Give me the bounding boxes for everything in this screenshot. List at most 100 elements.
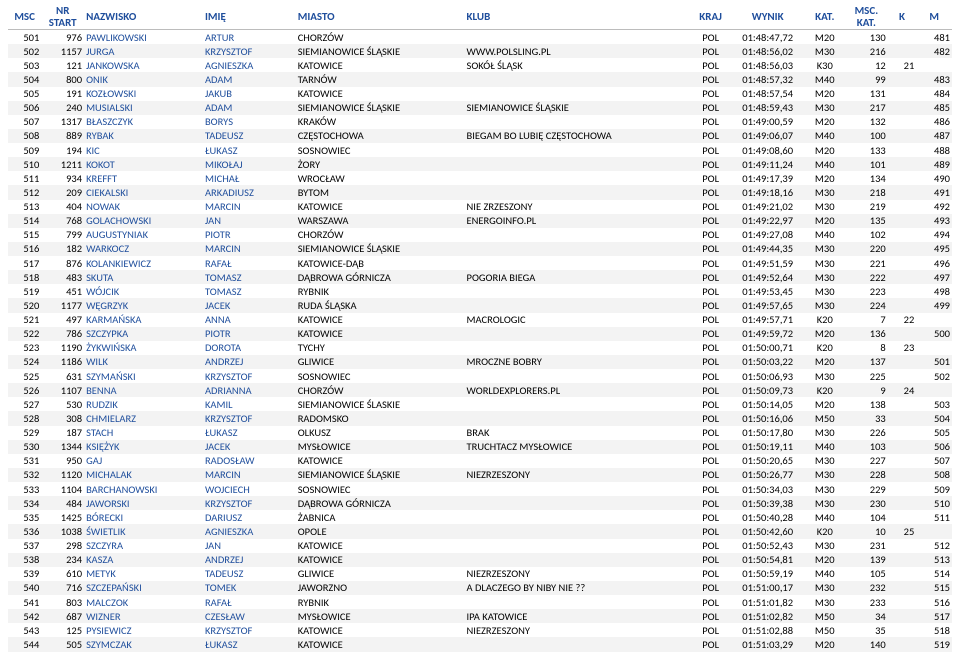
- cell: [888, 496, 917, 510]
- cell: KRZYSZTOF: [203, 623, 296, 637]
- cell: KASZA: [84, 553, 203, 567]
- cell: TADEUSZ: [203, 129, 296, 143]
- col-msc: MSC: [8, 4, 41, 30]
- cell: 503: [8, 58, 41, 72]
- cell: MACROLOGIC: [465, 313, 691, 327]
- col-klub: KLUB: [465, 4, 691, 30]
- cell: 224: [845, 298, 888, 312]
- cell: RAFAŁ: [203, 256, 296, 270]
- cell: 536: [8, 524, 41, 538]
- cell: 501: [916, 355, 952, 369]
- cell: TOMEK: [203, 581, 296, 595]
- cell: 521: [8, 313, 41, 327]
- cell: M30: [805, 44, 845, 58]
- cell: POL: [690, 524, 730, 538]
- col-nazwisko: NAZWISKO: [84, 4, 203, 30]
- cell: 541: [8, 595, 41, 609]
- cell: 800: [41, 72, 84, 86]
- cell: AGNIESZKA: [203, 58, 296, 72]
- cell: 509: [8, 143, 41, 157]
- table-row: 544505SZYMCZAKŁUKASZKATOWICEPOL01:51:03,…: [8, 637, 952, 651]
- cell: NIEZRZESZONY: [465, 468, 691, 482]
- cell: 10: [845, 524, 888, 538]
- table-row: 516182WARKOCZMARCINSIEMIANOWICE ŚLĄSKIEP…: [8, 242, 952, 256]
- cell: POL: [690, 58, 730, 72]
- cell: POL: [690, 355, 730, 369]
- cell: M20: [805, 637, 845, 651]
- cell: 228: [845, 468, 888, 482]
- cell: BYTOM: [296, 185, 465, 199]
- cell: 01:50:52,43: [731, 539, 805, 553]
- cell: ŁUKASZ: [203, 143, 296, 157]
- cell: POL: [690, 284, 730, 298]
- cell: 527: [8, 397, 41, 411]
- cell: 01:51:02,88: [731, 623, 805, 637]
- cell: DĄBROWA GÓRNICZA: [296, 270, 465, 284]
- cell: KATOWICE: [296, 623, 465, 637]
- cell: [888, 426, 917, 440]
- col-wynik: WYNIK: [731, 4, 805, 30]
- cell: IPA KATOWICE: [465, 609, 691, 623]
- cell: M40: [805, 157, 845, 171]
- cell: 490: [916, 171, 952, 185]
- cell: ANDRZEJ: [203, 355, 296, 369]
- cell: ŻYKWIŃSKA: [84, 341, 203, 355]
- cell: JURGA: [84, 44, 203, 58]
- cell: 544: [8, 637, 41, 651]
- cell: 543: [8, 623, 41, 637]
- cell: M30: [805, 369, 845, 383]
- cell: POL: [690, 242, 730, 256]
- cell: K20: [805, 341, 845, 355]
- cell: JAKUB: [203, 87, 296, 101]
- cell: [465, 397, 691, 411]
- table-row: 529187STACHŁUKASZOLKUSZBRAKPOL01:50:17,8…: [8, 426, 952, 440]
- table-row: 518483SKUTATOMASZDĄBROWA GÓRNICZAPOGORIA…: [8, 270, 952, 284]
- cell: K20: [805, 313, 845, 327]
- cell: 01:49:53,45: [731, 284, 805, 298]
- col-miasto: MIASTO: [296, 4, 465, 30]
- cell: POL: [690, 101, 730, 115]
- cell: 01:50:54,81: [731, 553, 805, 567]
- cell: WWW.POLSLING.PL: [465, 44, 691, 58]
- cell: DĄBROWA GÓRNICZA: [296, 496, 465, 510]
- cell: 976: [41, 30, 84, 45]
- cell: POL: [690, 510, 730, 524]
- cell: POL: [690, 30, 730, 45]
- cell: POL: [690, 228, 730, 242]
- cell: 221: [845, 256, 888, 270]
- cell: 516: [8, 242, 41, 256]
- cell: M20: [805, 143, 845, 157]
- cell: 01:51:03,29: [731, 637, 805, 651]
- cell: POL: [690, 454, 730, 468]
- cell: ANNA: [203, 313, 296, 327]
- cell: GAJ: [84, 454, 203, 468]
- cell: 491: [916, 185, 952, 199]
- cell: [888, 30, 917, 45]
- table-body: 501976PAWLIKOWSKIARTURCHORZÓWPOL01:48:47…: [8, 30, 952, 652]
- cell: [888, 214, 917, 228]
- cell: NIE ZRZESZONY: [465, 200, 691, 214]
- cell: 01:50:42,60: [731, 524, 805, 538]
- cell: [465, 171, 691, 185]
- cell: 498: [916, 284, 952, 298]
- cell: 509: [916, 482, 952, 496]
- cell: 530: [8, 440, 41, 454]
- cell: ŻORY: [296, 157, 465, 171]
- cell: [888, 454, 917, 468]
- cell: 515: [916, 581, 952, 595]
- cell: 100: [845, 129, 888, 143]
- cell: WROCŁAW: [296, 171, 465, 185]
- cell: 506: [8, 101, 41, 115]
- cell: [465, 553, 691, 567]
- cell: 485: [916, 101, 952, 115]
- cell: POL: [690, 341, 730, 355]
- cell: 934: [41, 171, 84, 185]
- cell: KATOWICE: [296, 313, 465, 327]
- cell: KATOWICE: [296, 200, 465, 214]
- cell: 1344: [41, 440, 84, 454]
- cell: KOLANKIEWICZ: [84, 256, 203, 270]
- cell: K20: [805, 383, 845, 397]
- cell: 786: [41, 327, 84, 341]
- cell: 01:51:01,82: [731, 595, 805, 609]
- cell: POL: [690, 115, 730, 129]
